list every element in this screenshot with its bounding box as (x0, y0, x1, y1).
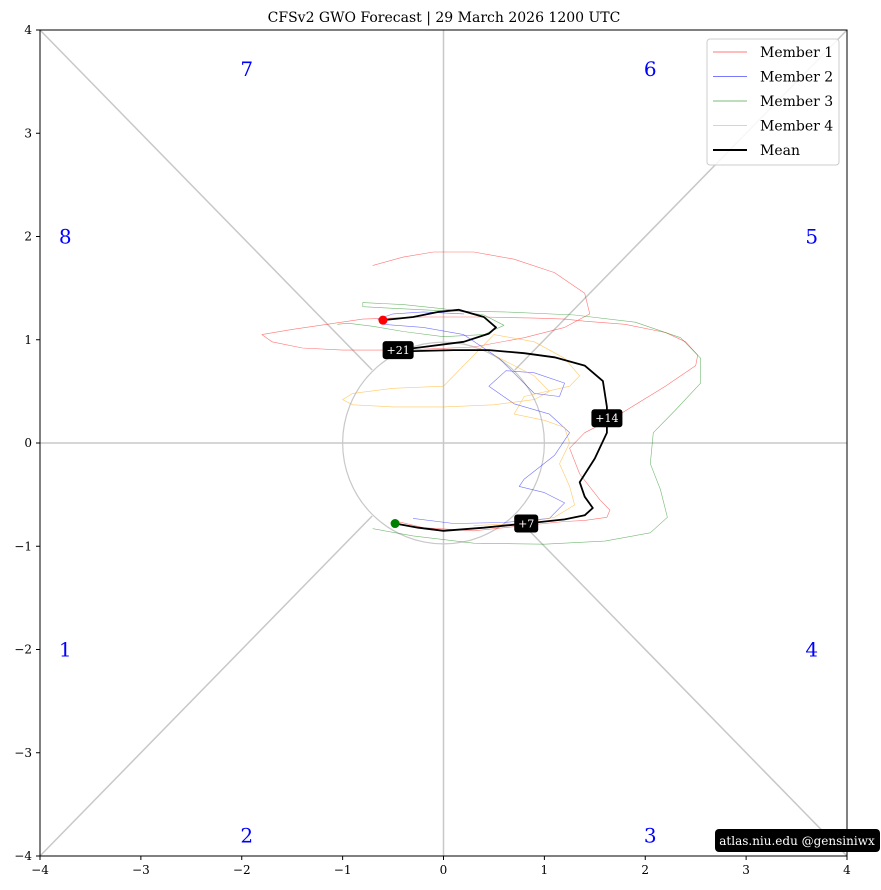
lead-label-box (514, 514, 539, 533)
y-tick-label: −4 (14, 849, 32, 863)
phase-label-3: 3 (644, 823, 657, 847)
legend-label: Member 4 (760, 119, 833, 135)
credit-background (715, 829, 880, 852)
x-tick-label: −2 (233, 863, 251, 877)
lead-label-box (591, 409, 623, 428)
credit-box: atlas.niu.edu @gensiniwx (715, 829, 880, 852)
end-marker (378, 315, 388, 325)
y-tick-label: −2 (14, 643, 32, 657)
diagonal-guide-line (39, 29, 373, 371)
phase-label-4: 4 (805, 638, 818, 662)
series-lines (261, 251, 702, 545)
series-line-member-4 (342, 334, 581, 526)
x-tick-label: 1 (541, 863, 549, 877)
y-tick-label: −1 (14, 539, 32, 553)
lead-label: +14 (595, 412, 618, 425)
y-tick-label: 3 (24, 126, 32, 140)
series-line-mean (382, 308, 608, 532)
chart-title: CFSv2 GWO Forecast | 29 March 2026 1200 … (268, 10, 621, 26)
phase-label-2: 2 (240, 823, 253, 847)
x-tick-label: 4 (843, 863, 851, 877)
legend-label: Member 1 (760, 45, 833, 61)
x-tick-label: −1 (334, 863, 352, 877)
y-tick-label: 0 (24, 436, 32, 450)
phase-label-5: 5 (805, 225, 818, 249)
lead-time-labels: +7 +14 +21 (382, 341, 623, 533)
x-tick-label: −4 (31, 863, 49, 877)
unit-circle (342, 341, 545, 545)
series-line-member-2 (377, 311, 570, 524)
x-tick-label: −3 (132, 863, 150, 877)
axes: −4 −3 −2 −1 0 1 2 3 4 −4 −3 −2 −1 0 1 2 3 4 (14, 23, 851, 877)
legend-label: Member 2 (760, 70, 833, 86)
legend: Member 1 Member 2 Member 3 Member 4 Mean (706, 38, 840, 166)
diagonal-guide-line (514, 515, 848, 857)
legend-label: Mean (760, 143, 800, 159)
start-marker (390, 519, 400, 529)
x-tick-label: 0 (440, 863, 448, 877)
markers (378, 315, 400, 529)
legend-label: Member 3 (760, 94, 833, 110)
lead-label: +7 (518, 518, 534, 531)
y-tick-label: 2 (24, 230, 32, 244)
phase-label-8: 8 (59, 225, 72, 249)
y-tick-label: −3 (14, 746, 32, 760)
y-tick-label: 4 (24, 23, 32, 37)
diagonal-guide-line (39, 515, 373, 857)
legend-box (706, 38, 840, 166)
lead-label: +21 (386, 344, 409, 357)
phase-labels: 1 2 3 4 5 6 7 8 (59, 57, 818, 847)
phase-label-1: 1 (59, 638, 72, 662)
phase-label-6: 6 (644, 57, 657, 81)
lead-label-box (382, 341, 414, 360)
y-tick-label: 1 (24, 333, 32, 347)
phase-label-7: 7 (240, 57, 253, 81)
x-tick-label: 2 (641, 863, 649, 877)
credit-text: atlas.niu.edu @gensiniwx (719, 834, 875, 848)
series-line-member-1 (261, 251, 699, 532)
x-tick-label: 3 (742, 863, 750, 877)
